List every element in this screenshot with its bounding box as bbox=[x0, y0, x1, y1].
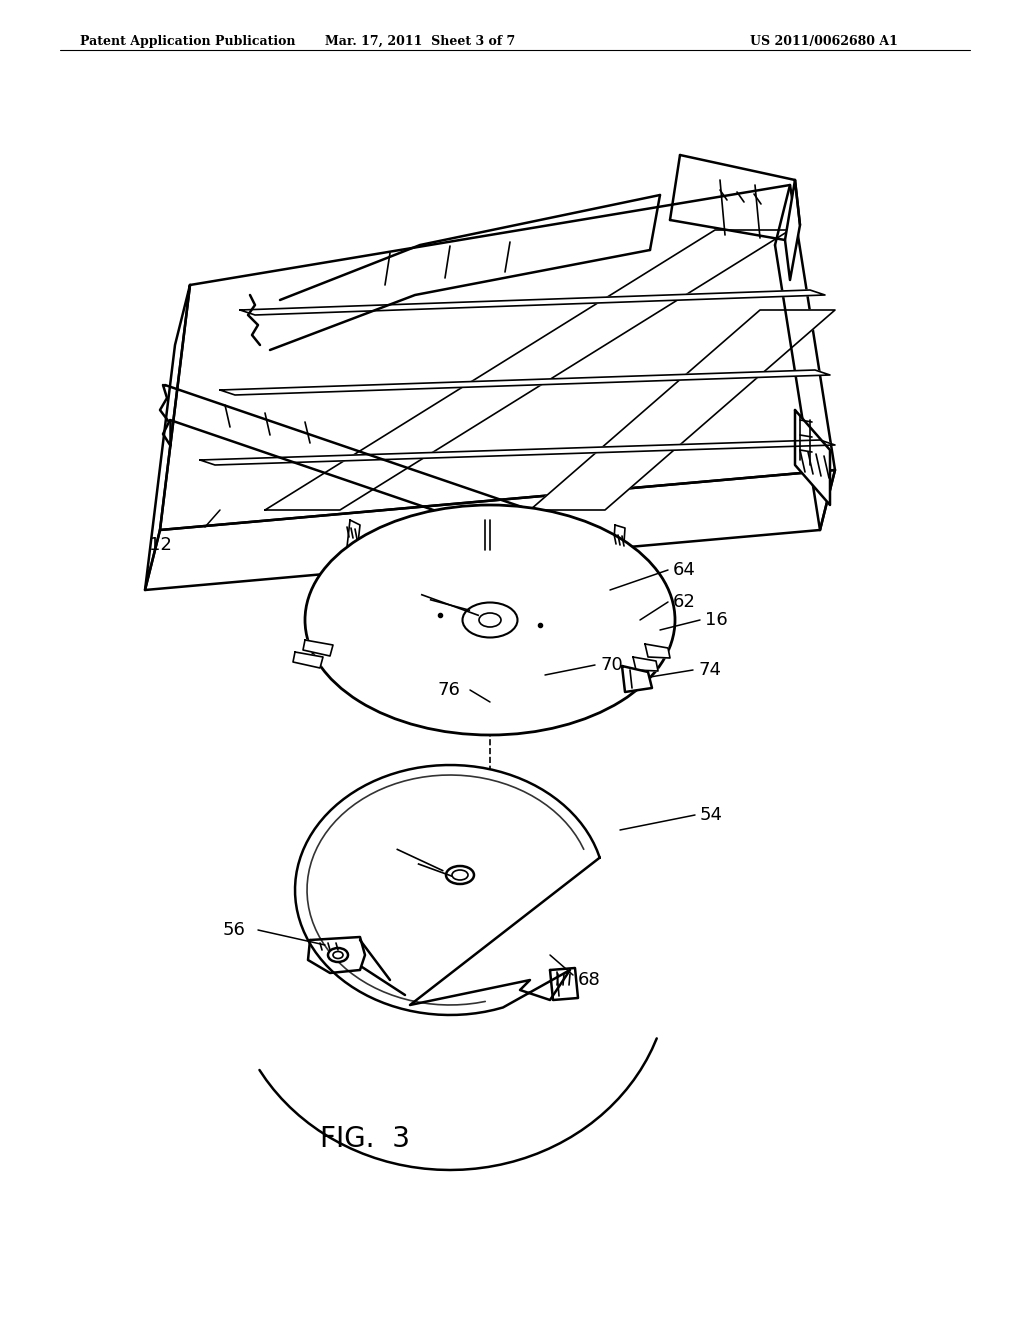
Polygon shape bbox=[785, 180, 800, 280]
Polygon shape bbox=[240, 290, 825, 315]
Ellipse shape bbox=[446, 866, 474, 884]
Text: 64: 64 bbox=[673, 561, 696, 579]
Polygon shape bbox=[345, 520, 360, 570]
Text: 62: 62 bbox=[673, 593, 696, 611]
Polygon shape bbox=[612, 525, 625, 572]
Text: 74: 74 bbox=[698, 661, 721, 678]
Polygon shape bbox=[265, 230, 790, 510]
Ellipse shape bbox=[452, 870, 468, 880]
Polygon shape bbox=[483, 520, 497, 550]
Ellipse shape bbox=[479, 612, 501, 627]
Polygon shape bbox=[622, 667, 652, 692]
Polygon shape bbox=[530, 310, 835, 510]
Text: Patent Application Publication: Patent Application Publication bbox=[80, 36, 296, 48]
Polygon shape bbox=[308, 937, 365, 973]
Text: FIG.  3: FIG. 3 bbox=[319, 1125, 410, 1152]
Polygon shape bbox=[645, 644, 670, 657]
Text: 12: 12 bbox=[148, 536, 171, 554]
Polygon shape bbox=[550, 968, 578, 1001]
Polygon shape bbox=[795, 411, 830, 506]
Polygon shape bbox=[633, 657, 658, 671]
Ellipse shape bbox=[333, 952, 343, 958]
Polygon shape bbox=[160, 185, 835, 531]
Text: 16: 16 bbox=[705, 611, 728, 630]
Text: 76: 76 bbox=[437, 681, 460, 700]
Polygon shape bbox=[295, 766, 600, 1015]
Text: 54: 54 bbox=[700, 807, 723, 824]
Polygon shape bbox=[293, 652, 323, 668]
Polygon shape bbox=[145, 470, 835, 590]
Ellipse shape bbox=[305, 506, 675, 735]
Ellipse shape bbox=[463, 602, 517, 638]
Text: 68: 68 bbox=[578, 972, 601, 989]
Text: Mar. 17, 2011  Sheet 3 of 7: Mar. 17, 2011 Sheet 3 of 7 bbox=[325, 36, 515, 48]
Ellipse shape bbox=[328, 948, 348, 962]
Text: 70: 70 bbox=[600, 656, 623, 675]
Polygon shape bbox=[145, 285, 190, 590]
Text: 56: 56 bbox=[222, 921, 245, 939]
Polygon shape bbox=[303, 640, 333, 656]
Polygon shape bbox=[220, 370, 830, 395]
Text: US 2011/0062680 A1: US 2011/0062680 A1 bbox=[750, 36, 898, 48]
Polygon shape bbox=[200, 440, 835, 465]
